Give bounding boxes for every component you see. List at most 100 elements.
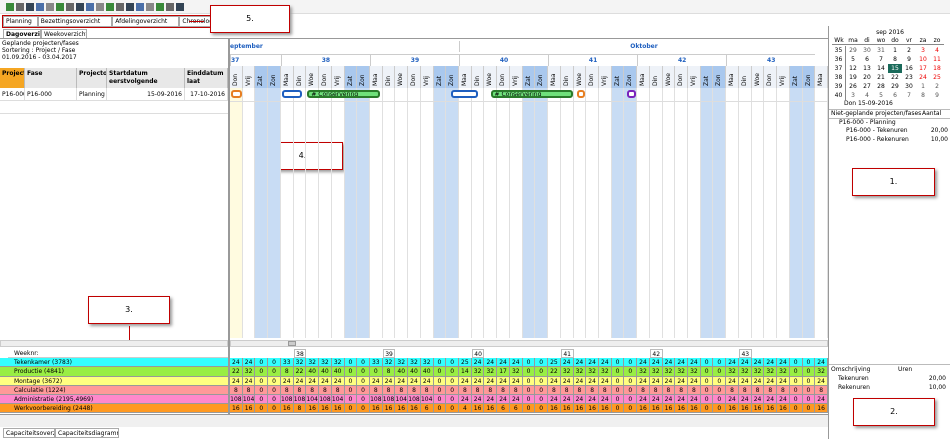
day-text: Don	[410, 73, 418, 86]
tree-item[interactable]: P16-000 - Tekenuren	[846, 127, 908, 134]
day-header: Din	[293, 66, 307, 88]
cal-day[interactable]: 30	[905, 83, 913, 90]
cal-day[interactable]: 18	[933, 65, 941, 72]
cal-day[interactable]: 19	[849, 74, 857, 81]
gantt-bar[interactable]	[281, 90, 302, 98]
cal-day[interactable]: 4	[865, 92, 869, 99]
tree-group[interactable]: P16-000 - Planning	[839, 119, 896, 126]
day-column	[510, 88, 523, 338]
day-header: Zat	[344, 66, 358, 88]
cal-day[interactable]: 12	[849, 65, 857, 72]
cal-day[interactable]: 31	[877, 47, 885, 54]
column-header[interactable]: Startdatum eerstvolgende	[107, 68, 185, 88]
cal-day[interactable]: 1	[921, 83, 925, 90]
gantt-bar[interactable]	[577, 90, 586, 98]
day-text: Woe	[486, 73, 494, 86]
capacity-cell: 24	[509, 376, 523, 386]
cal-day[interactable]: 17	[919, 65, 927, 72]
toolbar-icon[interactable]	[146, 3, 154, 11]
cal-day[interactable]: 27	[863, 83, 871, 90]
toolbar-icon[interactable]	[116, 3, 124, 11]
cal-day[interactable]: 23	[905, 74, 913, 81]
toolbar-icon[interactable]	[36, 3, 44, 11]
cal-day[interactable]: 3	[851, 92, 855, 99]
toolbar-icon[interactable]	[176, 3, 184, 11]
cal-day[interactable]: 2	[935, 83, 939, 90]
gantt-bar[interactable]: # Conservering	[490, 90, 573, 98]
toolbar-icon[interactable]	[106, 3, 114, 11]
cal-day[interactable]: 4	[935, 47, 939, 54]
cal-day[interactable]: 16	[905, 65, 913, 72]
capacity-cell: 0	[535, 395, 549, 405]
cal-day[interactable]: 3	[921, 47, 925, 54]
gantt-bar[interactable]	[451, 90, 479, 98]
cal-day[interactable]: 6	[893, 92, 897, 99]
cal-day[interactable]: 14	[877, 65, 885, 72]
day-column	[675, 88, 689, 338]
toolbar-icon[interactable]	[56, 3, 64, 11]
cal-day[interactable]: 6	[865, 56, 869, 63]
cal-day[interactable]: 9	[935, 92, 939, 99]
toolbar-icon[interactable]	[136, 3, 144, 11]
cal-day[interactable]: 8	[893, 56, 897, 63]
capacity-row-label: Calculatie (1224)	[0, 385, 228, 395]
cal-day[interactable]: 15	[888, 64, 902, 73]
toolbar-icon[interactable]	[6, 3, 14, 11]
cal-day[interactable]: 8	[921, 92, 925, 99]
cal-day[interactable]: 29	[849, 47, 857, 54]
toolbar-icon[interactable]	[16, 3, 24, 11]
cal-day[interactable]: 7	[879, 56, 883, 63]
toolbar-icon[interactable]	[96, 3, 104, 11]
tree-item[interactable]: P16-000 - Rekenuren	[846, 136, 909, 143]
toolbar-tab[interactable]: Planning	[3, 16, 38, 27]
column-header[interactable]: Projectom	[77, 68, 107, 88]
cal-prev[interactable]	[832, 29, 844, 37]
cal-day[interactable]: 1	[893, 47, 897, 54]
cal-day[interactable]: 22	[891, 74, 899, 81]
day-header: Maa	[815, 66, 828, 88]
scroll-thumb[interactable]	[288, 341, 296, 346]
cal-day[interactable]: 5	[851, 56, 855, 63]
cal-day[interactable]: 2	[907, 47, 911, 54]
toolbar-tab[interactable]: Bezettingsoverzicht	[37, 16, 113, 27]
toolbar-icon[interactable]	[26, 3, 34, 11]
toolbar-icon[interactable]	[46, 3, 54, 11]
toolbar-icon[interactable]	[166, 3, 174, 11]
annotation: 1.	[852, 168, 935, 196]
cal-day[interactable]: 29	[891, 83, 899, 90]
capacity-cell: 8	[408, 385, 421, 395]
cal-day[interactable]: 21	[877, 74, 885, 81]
gantt-bar[interactable]: # Conservering	[307, 90, 381, 98]
gantt-bar[interactable]	[231, 90, 242, 98]
cal-day[interactable]: 28	[877, 83, 885, 90]
gantt-bar[interactable]	[626, 90, 637, 98]
capacity-cell: 0	[713, 367, 727, 377]
column-header[interactable]: Einddatum laat	[185, 68, 228, 88]
column-header[interactable]: Fase	[25, 68, 77, 88]
cal-day[interactable]: 25	[933, 74, 941, 81]
cal-day[interactable]: 11	[933, 56, 941, 63]
cal-day[interactable]: 7	[907, 92, 911, 99]
cal-day[interactable]: 10	[919, 56, 927, 63]
bottom-tab[interactable]: Capaciteitsoverzicht	[3, 428, 55, 438]
capacity-cell: 8	[369, 385, 383, 395]
bottom-tab[interactable]: Capaciteitsdiagrammen	[55, 428, 119, 438]
column-header[interactable]: Project	[0, 68, 25, 88]
table-cell: Planning	[77, 88, 107, 101]
toolbar-icon[interactable]	[126, 3, 134, 11]
toolbar-icon[interactable]	[156, 3, 164, 11]
capacity-cell: 24	[497, 358, 510, 368]
cal-day[interactable]: 30	[863, 47, 871, 54]
toolbar-icon[interactable]	[66, 3, 74, 11]
capacity-cell: 0	[522, 385, 536, 395]
cal-day[interactable]: 20	[863, 74, 871, 81]
cal-day[interactable]: 24	[919, 74, 927, 81]
toolbar-icon[interactable]	[86, 3, 94, 11]
cal-day[interactable]: 9	[907, 56, 911, 63]
cal-day[interactable]: 13	[863, 65, 871, 72]
cal-day[interactable]: 26	[849, 83, 857, 90]
cal-day[interactable]: 5	[879, 92, 883, 99]
toolbar-tab[interactable]: Afdelingoverzicht	[112, 16, 180, 27]
toolbar-icon[interactable]	[76, 3, 84, 11]
weeknr-cell: 43	[738, 349, 752, 358]
